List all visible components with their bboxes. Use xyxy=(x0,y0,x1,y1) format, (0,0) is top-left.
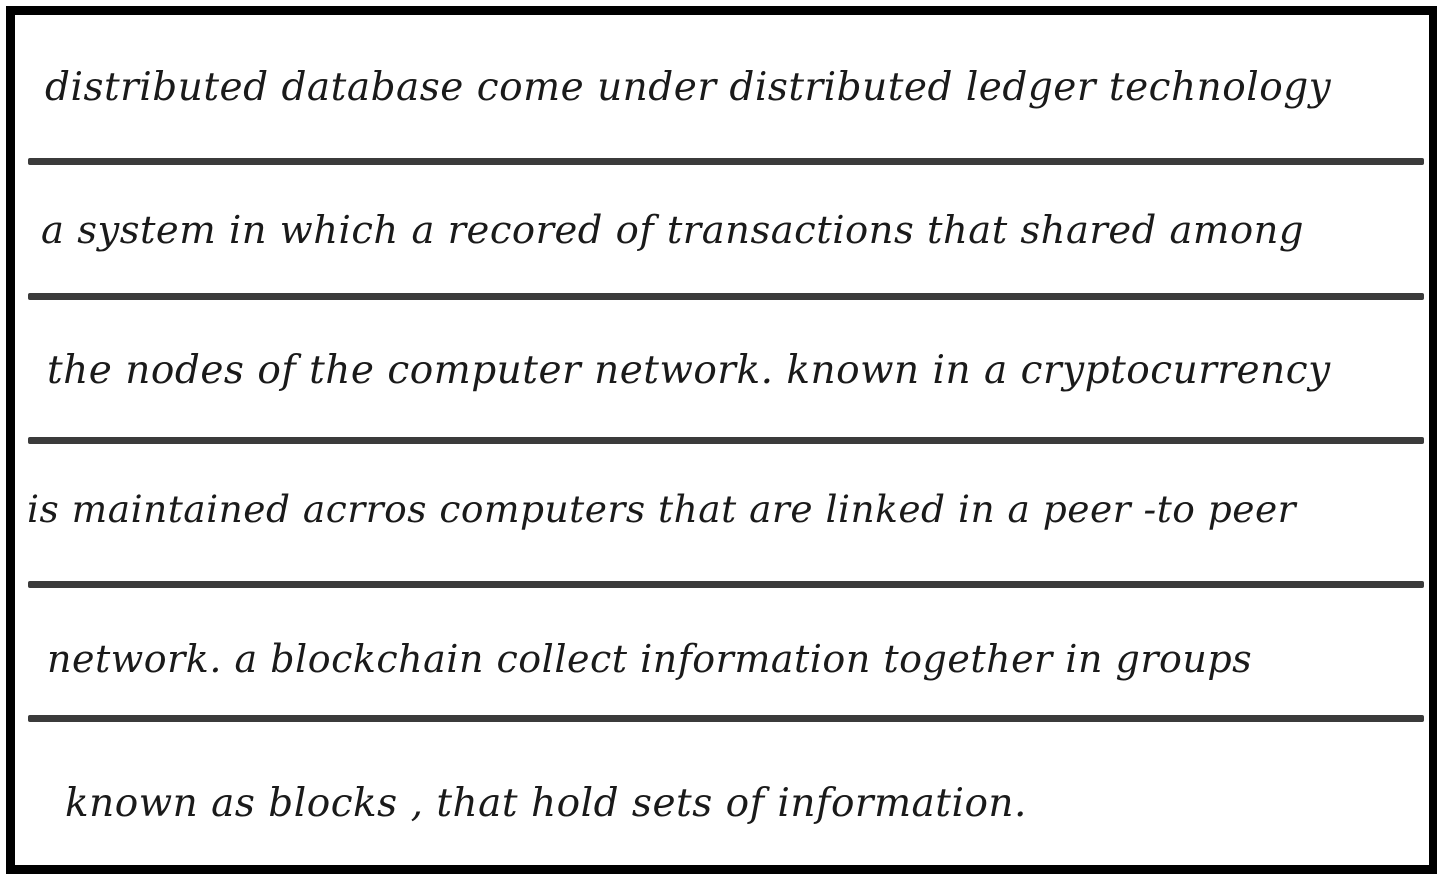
text-line-2: a system in which a recored of transacti… xyxy=(41,208,1305,253)
ruled-line-4 xyxy=(28,581,1424,588)
ruled-line-5 xyxy=(28,715,1424,722)
ruled-line-1 xyxy=(28,158,1424,165)
ruled-line-3 xyxy=(28,437,1424,444)
text-line-4: is maintained acrros computers that are … xyxy=(27,487,1297,531)
text-line-6: known as blocks , that hold sets of info… xyxy=(65,781,1027,826)
text-line-3: the nodes of the computer network. known… xyxy=(47,348,1331,393)
text-line-1: distributed database come under distribu… xyxy=(45,65,1332,110)
handwritten-note-frame: distributed database come under distribu… xyxy=(6,6,1437,874)
ruled-line-2 xyxy=(28,293,1424,300)
text-line-5: network. a blockchain collect informatio… xyxy=(47,637,1253,681)
